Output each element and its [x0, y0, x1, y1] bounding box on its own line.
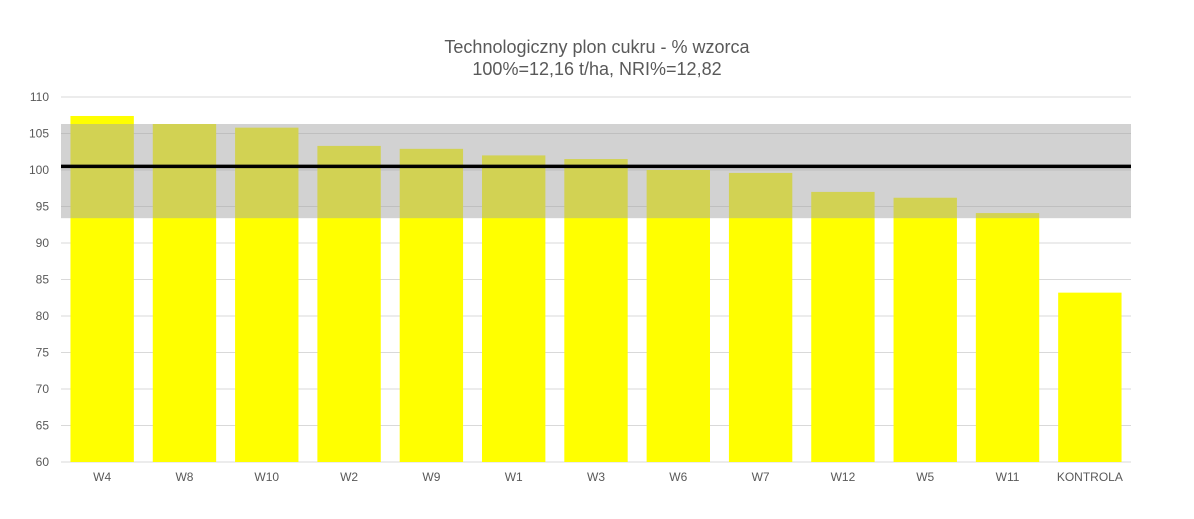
x-tick-label: W5: [916, 470, 934, 484]
x-tick-label: W1: [505, 470, 523, 484]
y-tick-label: 105: [29, 127, 49, 141]
y-tick-label: 70: [36, 382, 50, 396]
chart-title: Technologiczny plon cukru - % wzorca: [444, 37, 750, 57]
x-tick-label: W3: [587, 470, 605, 484]
y-tick-label: 75: [36, 346, 50, 360]
x-tick-label: W12: [831, 470, 856, 484]
chart-title-block: Technologiczny plon cukru - % wzorca 100…: [0, 36, 1194, 80]
bar: [893, 197, 957, 463]
nri-band-rect: [61, 124, 1131, 219]
x-tick-label: W7: [752, 470, 770, 484]
x-tick-label: W2: [340, 470, 358, 484]
x-axis-ticks: W4 W8 W10 W2 W9 W1 W3 W6 W7 W12 W5 W11 KONTROLA: [93, 470, 1123, 484]
y-axis-ticks: 60 65 70 75 80 85 90 95 100 105 110: [29, 90, 49, 469]
bar: [646, 170, 710, 462]
bar: [811, 191, 875, 462]
x-tick-label: W8: [175, 470, 193, 484]
x-tick-label: W9: [422, 470, 440, 484]
x-tick-label: W10: [254, 470, 279, 484]
bar: [975, 213, 1040, 462]
y-tick-label: 95: [36, 200, 50, 214]
y-tick-label: 90: [36, 236, 50, 250]
y-tick-label: 60: [36, 455, 50, 469]
y-tick-label: 65: [36, 419, 50, 433]
x-tick-label: W6: [669, 470, 687, 484]
y-tick-label: 80: [36, 309, 50, 323]
chart-subtitle: 100%=12,16 t/ha, NRI%=12,82: [472, 59, 722, 79]
y-tick-label: 85: [36, 273, 50, 287]
x-tick-label: W11: [996, 470, 1020, 484]
bar: [728, 172, 793, 463]
x-tick-label: W4: [93, 470, 111, 484]
x-tick-label: KONTROLA: [1057, 470, 1123, 484]
y-tick-label: 110: [30, 90, 49, 104]
y-tick-label: 100: [29, 163, 49, 177]
bar: [1058, 292, 1122, 462]
nri-band: [61, 124, 1131, 219]
